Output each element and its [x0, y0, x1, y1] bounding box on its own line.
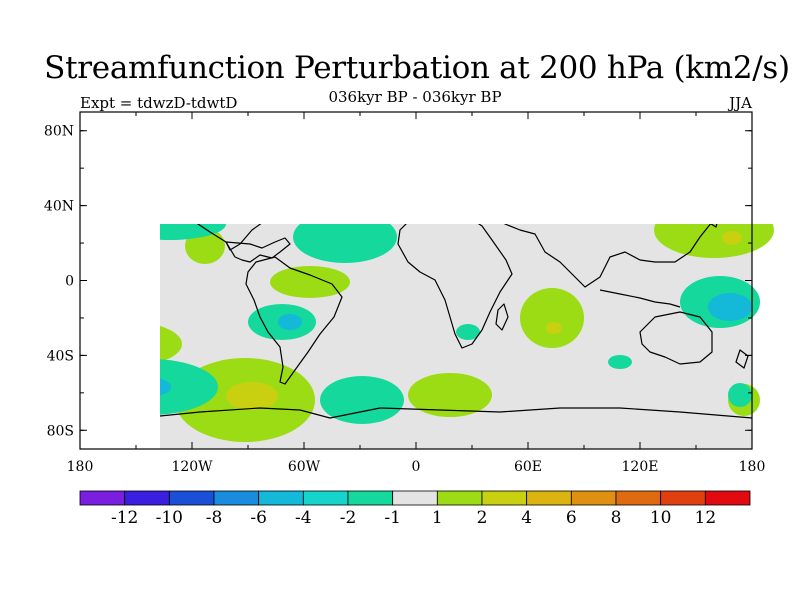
contour-region-pos-15	[722, 231, 742, 245]
lon-tick-label: 180	[739, 459, 766, 475]
contour-region-pos-13	[518, 187, 538, 203]
colorbar-label: 8	[611, 508, 622, 528]
contour-region-pos-3	[270, 266, 350, 298]
colorbar-label: -12	[111, 508, 138, 528]
contour-region-pos-12	[414, 180, 466, 204]
contour-region-neg-28	[320, 376, 404, 424]
lat-tick-label: 80S	[47, 423, 74, 439]
contour-region-neg-23	[160, 378, 171, 396]
map-subtitle: 036kyr BP - 036kyr BP	[328, 88, 502, 106]
colorbar-swatch	[347, 490, 394, 506]
lon-tick-label: 0	[412, 459, 421, 475]
lat-tick-label: 0	[65, 274, 74, 290]
plot-area	[98, 134, 774, 449]
lat-tick-label: 80N	[44, 124, 74, 140]
colorbar-label: -8	[206, 508, 223, 528]
contour-region-pos-9	[520, 288, 584, 348]
contour-region-pos-11	[380, 144, 440, 184]
colorbar: -12 -10 -8 -6 -4 -2 -1 1 2 4 6 8 10 12	[79, 490, 751, 528]
colorbar-label: -1	[384, 508, 401, 528]
colorbar-label: 10	[650, 508, 672, 528]
contour-region-neg-30	[708, 293, 752, 321]
contour-region-neg-17	[98, 183, 130, 195]
colorbar-swatch	[526, 490, 572, 506]
axes: 80N 40N 0 40S 80S 180 120W 60W 0 60E 120E 180	[44, 112, 765, 475]
contour-region-neg-21	[278, 314, 302, 330]
contour-region-pos-10	[546, 322, 562, 334]
contour-region-pos-0	[108, 268, 140, 300]
lat-tick-label: 40N	[44, 199, 74, 215]
contour-region-pos-8	[408, 373, 492, 417]
coastline-antarctica	[160, 407, 753, 419]
colorbar-swatch	[436, 490, 483, 506]
coastline-south-america	[245, 256, 343, 385]
coastline-eurasia	[503, 224, 712, 288]
colorbar-swatch	[79, 490, 126, 506]
colorbar-swatch	[660, 490, 706, 506]
coastline-africa	[397, 224, 513, 349]
colorbar-label: 6	[566, 508, 577, 528]
contour-region-pos-14	[654, 224, 774, 258]
colorbar-swatch	[258, 490, 304, 506]
colorbar-label: 12	[695, 508, 717, 528]
coastline-madagascar	[495, 303, 509, 331]
experiment-label: Expt = tdwzD-tdwtD	[80, 94, 238, 112]
contour-region-neg-31	[728, 383, 752, 407]
contour-region-neg-26	[456, 324, 480, 340]
coastline-indonesia	[599, 289, 681, 308]
colorbar-swatch	[392, 490, 438, 506]
contour-region-neg-27	[608, 355, 632, 369]
coastline-new-zealand	[735, 349, 749, 369]
colorbar-label: -6	[250, 508, 267, 528]
lon-tick-label: 120E	[622, 459, 659, 475]
map-title: Streamfunction Perturbation at 200 hPa (…	[44, 50, 790, 86]
coastline-australia	[639, 311, 713, 365]
contour-region-neg-25	[464, 155, 512, 179]
colorbar-swatch	[168, 490, 215, 506]
colorbar-label: 1	[432, 508, 443, 528]
lat-tick-label: 40S	[47, 348, 74, 364]
lon-tick-label: 120W	[171, 459, 213, 475]
contour-region-pos-1	[230, 176, 274, 196]
colorbar-swatch	[704, 490, 751, 506]
contour-region-neg-22	[160, 359, 218, 415]
colorbar-swatch	[124, 490, 170, 506]
colorbar-label: -10	[156, 508, 183, 528]
colorbar-label: 2	[477, 508, 488, 528]
colorbar-label: -2	[340, 508, 357, 528]
contour-region-pos-7	[226, 382, 278, 410]
coastlines	[160, 134, 753, 419]
coastline-japan	[710, 224, 718, 228]
colorbar-label: -4	[295, 508, 312, 528]
contour-region-neg-19	[293, 224, 397, 263]
coastline-greenland	[365, 134, 430, 182]
colorbar-swatch	[615, 490, 662, 506]
contour-region-neg-18	[160, 224, 226, 240]
contour-region-pos-5	[100, 334, 136, 354]
colorbar-label: 4	[521, 508, 532, 528]
colorbar-swatch	[302, 490, 349, 506]
colorbar-swatch	[481, 490, 528, 506]
contour-field	[98, 144, 774, 442]
season-label: JJA	[729, 94, 752, 112]
coastline-central-america	[225, 237, 291, 263]
colorbar-swatch	[570, 490, 617, 506]
contour-region-pos-4	[160, 326, 182, 362]
lon-tick-label: 60W	[288, 459, 321, 475]
lon-tick-label: 60E	[514, 459, 542, 475]
lon-tick-label: 180	[67, 459, 94, 475]
colorbar-swatch	[213, 490, 260, 506]
